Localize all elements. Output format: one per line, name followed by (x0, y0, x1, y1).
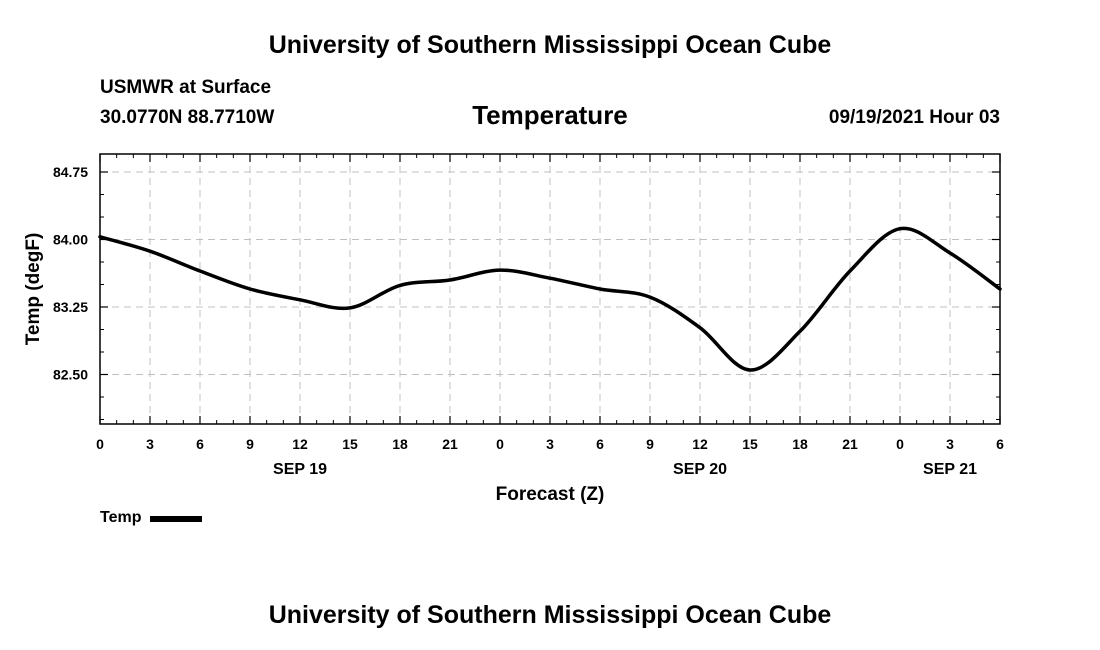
x-tick-label: 9 (246, 436, 254, 452)
date-label: SEP 19 (273, 461, 327, 478)
footer-title: University of Southern Mississippi Ocean… (268, 601, 832, 629)
x-tick-label: 0 (96, 436, 104, 452)
x-tick-label: 9 (646, 436, 654, 452)
x-tick-label: 0 (896, 436, 904, 452)
y-tick-label: 84.75 (53, 164, 88, 180)
coordinates-label: 30.0770N 88.7710W (100, 107, 275, 128)
page-title: University of Southern Mississippi Ocean… (268, 31, 832, 59)
legend-label: Temp (100, 509, 142, 526)
x-tick-label: 6 (596, 436, 604, 452)
x-tick-label: 15 (742, 436, 758, 452)
plot-frame (99, 153, 1001, 425)
x-tick-label: 21 (442, 436, 458, 452)
legend-swatch (150, 516, 203, 522)
x-tick-label: 3 (946, 436, 954, 452)
date-label: SEP 20 (673, 461, 727, 478)
x-tick-label: 6 (996, 436, 1004, 452)
x-tick-label: 0 (496, 436, 504, 452)
y-tick-label: 84.00 (53, 232, 88, 248)
x-tick-label: 12 (292, 436, 308, 452)
y-tick-label: 83.25 (53, 299, 88, 315)
grid-lines (100, 154, 1000, 424)
x-tick-label: 18 (792, 436, 808, 452)
x-tick-label: 18 (392, 436, 408, 452)
y-axis-title: Temp (degF) (23, 233, 44, 346)
datetime-label: 09/19/2021 Hour 03 (828, 107, 1000, 128)
legend: Temp (100, 509, 203, 526)
chart-title: Temperature (472, 100, 628, 130)
x-tick-label: 12 (692, 436, 708, 452)
x-tick-label: 3 (146, 436, 154, 452)
x-tick-label: 3 (546, 436, 554, 452)
date-label: SEP 21 (923, 461, 977, 478)
temp-series-line (98, 226, 1002, 372)
station-label: USMWR at Surface (100, 77, 272, 98)
x-tick-label: 6 (196, 436, 204, 452)
x-tick-label: 21 (842, 436, 858, 452)
axis-labels: 0 3 6 9 12 15 18 21 0 3 6 9 12 15 18 21 0 3 6 SEP 19 SEP 20 S… (53, 164, 1004, 478)
x-tick-label: 15 (342, 436, 358, 452)
x-axis-title: Forecast (Z) (496, 484, 605, 505)
y-tick-label: 82.50 (53, 367, 88, 383)
